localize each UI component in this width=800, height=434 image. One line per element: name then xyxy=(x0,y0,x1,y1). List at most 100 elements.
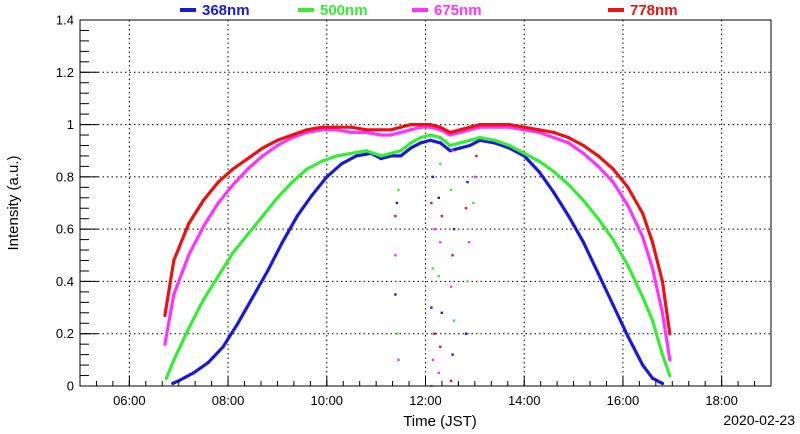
data-point xyxy=(364,130,368,134)
dip-point xyxy=(437,371,440,375)
y-tick-label: 1 xyxy=(67,117,74,132)
data-point xyxy=(493,123,497,127)
data-point xyxy=(216,274,220,278)
date-label: 2020-02-23 xyxy=(723,412,795,428)
series-500nm xyxy=(164,133,672,380)
dip-point xyxy=(397,358,400,362)
dip-point xyxy=(439,345,442,348)
data-point xyxy=(448,149,452,153)
data-point xyxy=(626,334,630,338)
data-point xyxy=(163,313,167,317)
data-point xyxy=(379,128,383,132)
data-point xyxy=(611,303,615,307)
data-point xyxy=(581,143,586,148)
dip-point xyxy=(440,311,443,314)
data-point xyxy=(172,258,176,263)
dip-point xyxy=(431,267,435,270)
y-axis-title: Intensity (a.u.) xyxy=(5,155,22,250)
data-point xyxy=(641,211,645,216)
legend-label: 500nm xyxy=(320,2,368,19)
data-point xyxy=(320,159,324,163)
grid xyxy=(80,20,771,386)
dip-point xyxy=(437,275,440,278)
y-tick-label: 1.2 xyxy=(56,65,74,80)
data-point xyxy=(626,185,630,189)
data-point xyxy=(251,295,255,299)
data-point xyxy=(261,214,265,218)
data-point xyxy=(275,196,279,200)
dip-point xyxy=(395,332,399,335)
legend-label: 368nm xyxy=(202,2,250,19)
data-point xyxy=(507,123,511,127)
data-point xyxy=(305,128,309,132)
data-point xyxy=(280,240,284,244)
data-point xyxy=(438,136,442,140)
data-point xyxy=(537,130,541,134)
dip-point xyxy=(466,280,469,283)
dip-point xyxy=(464,332,468,335)
data-point xyxy=(295,214,299,218)
data-point xyxy=(567,183,571,187)
data-point xyxy=(537,159,541,163)
data-point xyxy=(275,143,279,148)
x-tick-label: 08:00 xyxy=(212,393,245,408)
data-point xyxy=(522,125,526,129)
y-axis: 0 0.2 0.4 0.6 0.8 1 1.2 1.4 xyxy=(56,13,98,394)
dip-point xyxy=(395,201,399,205)
data-point xyxy=(201,198,205,202)
data-point xyxy=(246,232,250,236)
data-point xyxy=(379,133,383,137)
data-point xyxy=(438,125,442,129)
data-point xyxy=(163,342,167,346)
data-point xyxy=(567,141,571,145)
dip-point xyxy=(451,353,454,356)
data-point xyxy=(567,214,571,218)
legend-label: 675nm xyxy=(434,2,482,19)
y-tick-label: 1.4 xyxy=(56,13,74,28)
data-point xyxy=(187,222,191,226)
dip-point xyxy=(452,227,456,231)
data-point xyxy=(399,130,403,134)
data-point xyxy=(552,190,556,195)
dip-point xyxy=(449,188,453,192)
data-point xyxy=(354,154,358,158)
data-point xyxy=(596,272,600,276)
data-point xyxy=(478,138,482,142)
dip-point xyxy=(430,201,433,205)
data-point xyxy=(236,321,240,325)
data-point xyxy=(428,138,432,142)
data-point xyxy=(216,201,220,205)
dip-point xyxy=(433,332,436,335)
data-point xyxy=(522,128,526,132)
data-point xyxy=(428,133,432,137)
data-point xyxy=(537,128,541,132)
data-point xyxy=(290,180,294,184)
data-point xyxy=(641,235,645,239)
y-tick-label: 0.2 xyxy=(56,326,74,341)
data-point xyxy=(206,360,210,365)
data-point xyxy=(389,151,393,155)
data-point xyxy=(468,125,472,129)
data-point xyxy=(668,373,672,378)
data-point xyxy=(399,149,403,153)
x-axis: 06:00 08:00 10:00 12:00 14:00 16:00 18:00 xyxy=(79,376,772,408)
data-point xyxy=(201,224,205,229)
data-point xyxy=(231,251,235,255)
y-tick-label: 0.4 xyxy=(56,274,74,289)
x-tick-label: 10:00 xyxy=(311,393,344,408)
data-point xyxy=(650,376,655,380)
data-point xyxy=(409,141,413,145)
data-point xyxy=(164,376,168,380)
data-point xyxy=(201,298,205,302)
data-point xyxy=(458,141,462,145)
data-point xyxy=(389,133,393,137)
data-point xyxy=(596,217,600,221)
dip-point xyxy=(475,154,478,158)
data-point xyxy=(611,180,615,184)
data-point xyxy=(172,358,176,362)
dip-point xyxy=(473,175,477,179)
data-point xyxy=(231,183,235,187)
data-point xyxy=(320,128,324,132)
dip-point xyxy=(451,149,454,152)
